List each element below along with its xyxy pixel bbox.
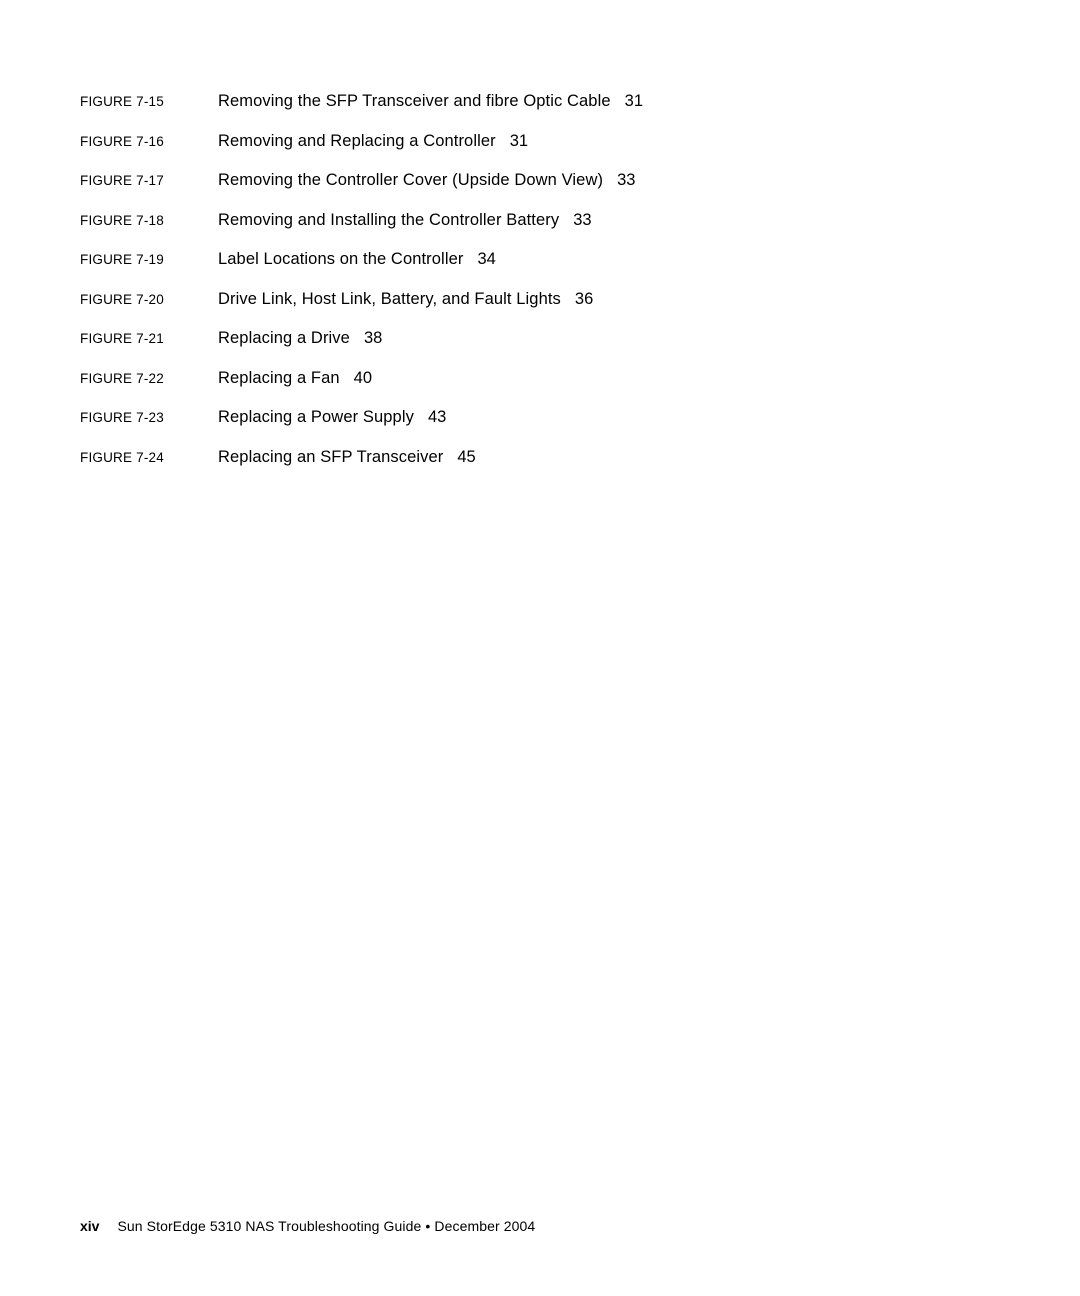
figure-title: Drive Link, Host Link, Battery, and Faul…	[218, 290, 561, 309]
figure-title: Removing and Replacing a Controller	[218, 132, 496, 151]
figure-row: FIGURE 7-22 Replacing a Fan 40	[80, 369, 1000, 388]
footer-page-number: xiv	[80, 1218, 99, 1234]
figure-row: FIGURE 7-16 Removing and Replacing a Con…	[80, 132, 1000, 151]
page-content: FIGURE 7-15 Removing the SFP Transceiver…	[0, 0, 1080, 467]
figure-row: FIGURE 7-24 Replacing an SFP Transceiver…	[80, 448, 1000, 467]
figure-title: Replacing a Fan	[218, 369, 340, 388]
figure-label: FIGURE 7-20	[80, 292, 218, 307]
footer-text: Sun StorEdge 5310 NAS Troubleshooting Gu…	[117, 1218, 535, 1234]
figure-page: 33	[573, 211, 591, 230]
figure-title: Removing the SFP Transceiver and fibre O…	[218, 92, 611, 111]
figure-page: 45	[457, 448, 475, 467]
figure-page: 33	[617, 171, 635, 190]
figure-page: 40	[354, 369, 372, 388]
figure-row: FIGURE 7-17 Removing the Controller Cove…	[80, 171, 1000, 190]
figure-row: FIGURE 7-18 Removing and Installing the …	[80, 211, 1000, 230]
figure-page: 43	[428, 408, 446, 427]
figure-label: FIGURE 7-17	[80, 173, 218, 188]
figure-row: FIGURE 7-23 Replacing a Power Supply 43	[80, 408, 1000, 427]
figure-title: Removing and Installing the Controller B…	[218, 211, 559, 230]
page-footer: xiv Sun StorEdge 5310 NAS Troubleshootin…	[80, 1218, 535, 1234]
figure-list: FIGURE 7-15 Removing the SFP Transceiver…	[80, 92, 1000, 467]
figure-label: FIGURE 7-15	[80, 94, 218, 109]
figure-title: Label Locations on the Controller	[218, 250, 463, 269]
figure-title: Replacing a Power Supply	[218, 408, 414, 427]
figure-label: FIGURE 7-23	[80, 410, 218, 425]
figure-title: Replacing an SFP Transceiver	[218, 448, 443, 467]
figure-label: FIGURE 7-24	[80, 450, 218, 465]
figure-page: 31	[510, 132, 528, 151]
figure-page: 36	[575, 290, 593, 309]
figure-label: FIGURE 7-22	[80, 371, 218, 386]
figure-page: 38	[364, 329, 382, 348]
figure-label: FIGURE 7-21	[80, 331, 218, 346]
figure-label: FIGURE 7-19	[80, 252, 218, 267]
figure-label: FIGURE 7-16	[80, 134, 218, 149]
figure-title: Replacing a Drive	[218, 329, 350, 348]
figure-title: Removing the Controller Cover (Upside Do…	[218, 171, 603, 190]
figure-row: FIGURE 7-21 Replacing a Drive 38	[80, 329, 1000, 348]
figure-row: FIGURE 7-19 Label Locations on the Contr…	[80, 250, 1000, 269]
figure-row: FIGURE 7-15 Removing the SFP Transceiver…	[80, 92, 1000, 111]
figure-page: 31	[625, 92, 643, 111]
figure-label: FIGURE 7-18	[80, 213, 218, 228]
figure-page: 34	[477, 250, 495, 269]
figure-row: FIGURE 7-20 Drive Link, Host Link, Batte…	[80, 290, 1000, 309]
